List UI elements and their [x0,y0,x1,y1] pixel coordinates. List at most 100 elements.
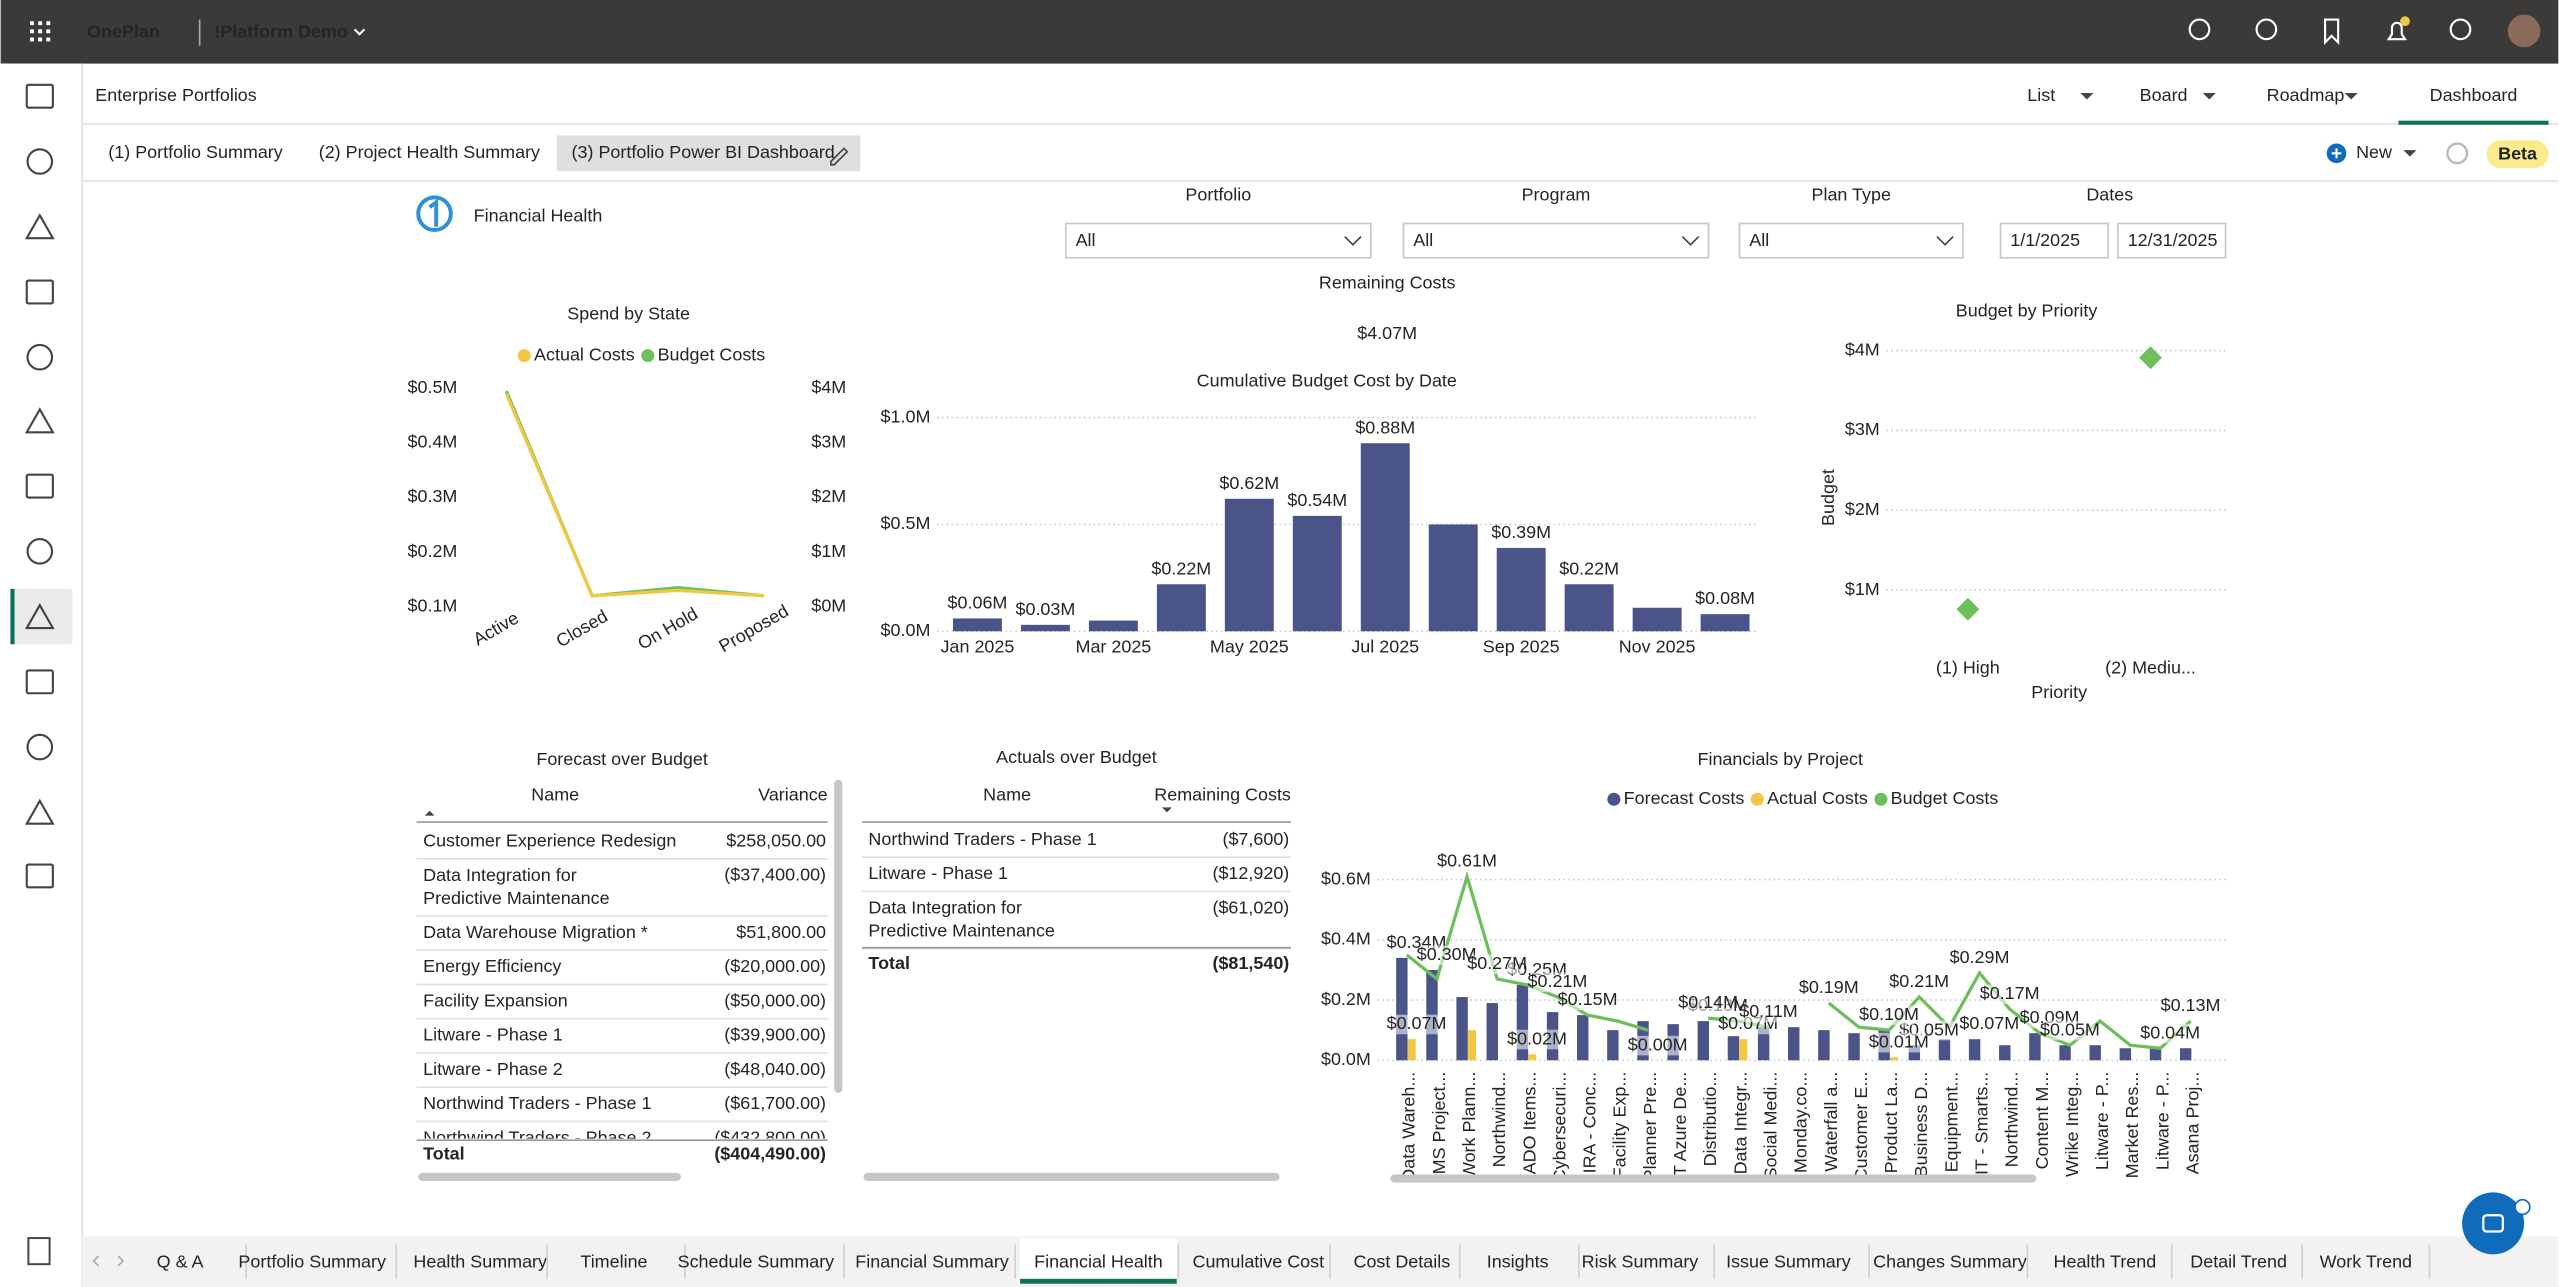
app-launcher-dot[interactable] [38,21,43,26]
chevron [1936,235,1954,246]
view-switch[interactable]: Dashboard [2430,85,2518,105]
search-icon[interactable] [2188,18,2211,41]
report-tab[interactable]: (3) Portfolio Power BI Dashboard [572,142,835,162]
edit-icon[interactable] [830,147,849,166]
column-header[interactable]: Variance [758,785,827,805]
nav-icon[interactable] [25,669,54,695]
app-launcher-dot[interactable] [30,37,34,42]
cell-link[interactable]: Northwind Traders - Phase 1 [868,829,1096,849]
view-dropdown[interactable] [2202,92,2216,100]
nav-icon[interactable] [24,407,55,434]
cell-link[interactable]: Data Integration for Predictive Maintenan… [868,897,1054,940]
data-label: $0.62M [1219,473,1279,493]
cell-link[interactable]: Data Warehouse Migration * [423,922,648,942]
bottom-tab[interactable]: Detail Trend [2190,1251,2287,1271]
nav-icon[interactable] [25,83,54,109]
dropdown[interactable] [2403,150,2417,157]
filter-dropdown[interactable] [1402,222,1710,259]
view-switch[interactable]: Roadmap [2267,85,2345,105]
new-button[interactable]: New [2356,142,2392,162]
bottom-tab[interactable]: Schedule Summary [678,1251,835,1271]
nav-expand[interactable] [27,1237,51,1266]
cell-link[interactable]: Northwind Traders - Phase 2 [423,1127,651,1147]
bottom-tab[interactable]: Work Trend [2320,1251,2412,1271]
cell-link[interactable]: Litware - Phase 2 [423,1059,563,1079]
bottom-tab[interactable]: Risk Summary [1582,1251,1699,1271]
nav-icon[interactable] [24,213,55,240]
tab-scroll-left[interactable] [92,1255,100,1267]
x-tick-label: Wrike Integ... [2062,1072,2082,1177]
nav-icon[interactable] [25,473,54,499]
app-launcher-dot[interactable] [46,37,51,42]
tab-scroll-right[interactable] [117,1255,125,1267]
column-header[interactable]: Name [531,785,579,805]
nav-icon[interactable] [26,538,54,565]
filter-dropdown[interactable] [1738,222,1964,259]
cell-link[interactable]: Energy Efficiency [423,956,561,976]
help-icon[interactable] [2449,18,2472,41]
view-dropdown[interactable] [2080,92,2094,100]
nav-icon[interactable] [26,733,54,761]
nav-icon[interactable] [25,863,54,889]
nav-icon[interactable] [24,798,55,825]
assistant-button[interactable] [2462,1192,2525,1255]
date-input[interactable] [2117,222,2227,259]
chevron[interactable] [353,28,366,36]
view-switch[interactable]: List [2027,85,2055,105]
bottom-tab[interactable]: Cumulative Cost [1192,1251,1324,1271]
app-launcher-dot[interactable] [38,29,43,34]
bottom-tab[interactable]: Q & A [157,1251,204,1271]
h-scrollbar[interactable] [863,1172,1280,1181]
bottom-tab[interactable]: Portfolio Summary [238,1251,386,1271]
cell-value: ($432,800.00) [714,1127,826,1147]
cell-link[interactable]: Customer Experience Redesign [423,830,676,850]
app-name[interactable]: OnePlan [87,21,160,41]
app-launcher-dot[interactable] [38,37,43,42]
bottom-tab[interactable]: Health Summary [413,1251,547,1271]
cell-link[interactable]: Facility Expansion [423,990,568,1010]
app-launcher-dot[interactable] [46,29,51,34]
history-icon[interactable] [2255,18,2278,41]
view-switch[interactable]: Board [2140,85,2188,105]
column-header[interactable]: Remaining Costs [1154,785,1291,805]
user-avatar[interactable] [2507,14,2541,48]
bottom-tab[interactable]: Financial Health [1034,1251,1163,1271]
app-launcher-dot[interactable] [46,21,51,26]
h-scrollbar[interactable] [1390,1174,2037,1183]
refresh-icon[interactable] [2446,142,2469,165]
bottom-tab[interactable]: Issue Summary [1726,1251,1851,1271]
nav-icon[interactable] [24,603,55,630]
x-tick-label: MS Project... [1429,1072,1449,1175]
h-scrollbar[interactable] [418,1172,681,1181]
app-launcher-dot[interactable] [30,29,34,34]
y-tick-label: $0.1M [408,596,458,616]
report-tab[interactable]: (2) Project Health Summary [319,142,540,162]
filter-value: All [1413,230,1433,250]
report-tab[interactable]: (1) Portfolio Summary [108,142,282,162]
bookmark-icon[interactable] [2324,18,2340,45]
cell-link[interactable]: Litware - Phase 1 [423,1025,563,1045]
nav-icon[interactable] [25,279,54,305]
cell-link[interactable]: Northwind Traders - Phase 1 [423,1093,651,1113]
app-launcher-dot[interactable] [30,21,34,26]
date-input[interactable] [1999,222,2109,259]
bottom-tab[interactable]: Health Trend [2054,1251,2157,1271]
column-header[interactable]: Name [983,785,1031,805]
bottom-tab[interactable]: Insights [1487,1251,1549,1271]
data-label: $0.11M [1739,1001,1798,1021]
notification-icon[interactable] [2386,21,2407,41]
bottom-tab[interactable]: Cost Details [1353,1251,1450,1271]
bottom-tab[interactable]: Timeline [580,1251,647,1271]
workspace-name[interactable]: !Platform Demo [214,21,348,41]
cell-link[interactable]: Data Integration for Predictive Maintenan… [423,865,609,908]
bottom-tab[interactable]: Changes Summary [1873,1251,2027,1271]
v-scrollbar[interactable] [834,779,843,1093]
cell-link[interactable]: Litware - Phase 1 [868,863,1008,883]
nav-icon[interactable] [26,148,54,175]
bar [952,618,1002,632]
nav-icon[interactable] [26,343,54,371]
bottom-tab[interactable]: Financial Summary [855,1251,1009,1271]
view-dropdown[interactable] [2344,92,2358,100]
x-tick-label: ADO Items... [1519,1072,1539,1175]
filter-dropdown[interactable] [1065,222,1372,259]
